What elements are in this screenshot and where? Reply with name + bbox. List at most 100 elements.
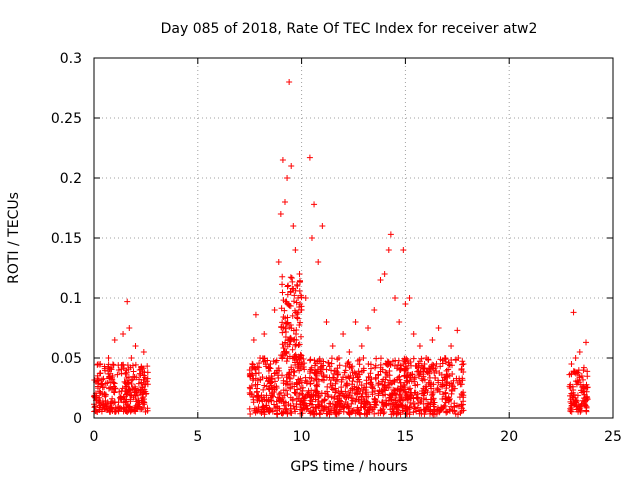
data-point-marker (371, 307, 378, 313)
data-point-marker (407, 362, 414, 369)
data-point-marker (263, 363, 270, 370)
data-point-marker (250, 394, 257, 401)
data-point-marker (394, 410, 401, 417)
data-point-marker (384, 361, 391, 368)
data-point-marker (348, 409, 355, 416)
data-point-marker (418, 390, 425, 397)
data-point-marker (296, 271, 303, 277)
data-point-marker (445, 397, 452, 403)
data-point-marker (293, 381, 300, 388)
data-point-marker (109, 361, 116, 368)
data-point-marker (320, 407, 327, 414)
data-point-marker (132, 361, 139, 368)
data-point-marker (382, 369, 389, 376)
data-point-marker (281, 348, 288, 355)
data-point-marker (110, 362, 117, 369)
data-point-marker (130, 368, 137, 375)
data-point-marker (250, 337, 257, 343)
data-point-marker (247, 385, 254, 392)
data-point-marker (108, 404, 115, 411)
data-point-marker (320, 377, 327, 384)
data-point-marker (410, 355, 417, 362)
data-point-marker (411, 400, 418, 407)
data-point-marker (404, 357, 411, 364)
data-point-marker (572, 397, 579, 403)
data-point-marker (315, 377, 322, 384)
data-point-marker (111, 380, 118, 387)
data-point-marker (284, 378, 291, 385)
data-point-marker (456, 377, 463, 384)
data-point-marker (291, 298, 297, 305)
data-point-marker (246, 405, 253, 412)
data-point-marker (395, 361, 402, 368)
data-point-marker (310, 404, 317, 411)
data-point-marker (273, 357, 280, 364)
data-point-marker (118, 370, 125, 377)
data-point-marker (283, 358, 290, 365)
data-point-marker (259, 397, 266, 403)
data-point-marker (578, 373, 585, 379)
data-point-marker (296, 341, 303, 348)
data-point-marker (416, 407, 423, 414)
data-point-marker (411, 374, 418, 381)
data-point-marker (246, 367, 253, 373)
data-point-marker (98, 381, 105, 388)
data-point-marker (580, 383, 587, 390)
data-point-marker (107, 400, 114, 407)
data-point-marker (106, 375, 113, 382)
data-point-marker (112, 404, 119, 411)
data-point-marker (319, 223, 326, 229)
data-point-marker (378, 388, 385, 395)
data-point-marker (291, 307, 298, 314)
data-point-marker (257, 355, 264, 361)
data-point-marker (353, 396, 360, 403)
data-point-marker (298, 294, 305, 301)
data-point-marker (124, 362, 131, 369)
data-point-marker (406, 404, 413, 411)
data-point-marker (355, 407, 362, 414)
data-point-marker (438, 371, 445, 378)
data-point-marker (324, 410, 331, 417)
data-point-marker (346, 349, 353, 355)
data-point-marker (250, 375, 257, 382)
data-point-marker (567, 405, 574, 412)
data-point-marker (111, 399, 118, 406)
data-point-marker (301, 394, 308, 401)
data-point-marker (144, 369, 151, 376)
data-point-marker (392, 295, 399, 301)
data-point-marker (279, 289, 286, 296)
data-point-marker (287, 321, 294, 328)
data-point-marker (122, 370, 129, 377)
data-point-marker (570, 309, 577, 316)
data-point-marker (448, 343, 455, 349)
data-point-marker (314, 381, 321, 388)
data-point-marker (396, 319, 403, 325)
data-point-marker (290, 337, 297, 344)
data-point-marker (416, 371, 423, 378)
data-point-marker (280, 324, 287, 331)
data-point-marker (287, 375, 294, 382)
data-point-marker (123, 404, 130, 411)
data-point-marker (454, 327, 461, 334)
data-point-marker (388, 396, 395, 403)
data-point-marker (394, 403, 401, 410)
data-point-marker (276, 397, 283, 404)
data-point-marker (279, 273, 286, 280)
data-point-marker (287, 384, 294, 391)
data-point-marker (285, 301, 292, 308)
data-point-marker (105, 370, 112, 377)
data-point-marker (303, 406, 310, 413)
data-point-marker (574, 392, 581, 399)
data-point-marker (451, 407, 458, 414)
data-point-marker (381, 271, 388, 277)
data-point-marker (430, 389, 437, 396)
data-point-marker (390, 408, 397, 415)
data-point-marker (123, 369, 130, 376)
data-point-marker (404, 393, 411, 400)
data-point-marker (371, 410, 378, 417)
data-point-marker (400, 386, 407, 393)
data-point-marker (389, 401, 396, 408)
data-point-marker (407, 371, 414, 378)
data-point-marker (109, 373, 116, 379)
data-point-marker (294, 386, 301, 393)
